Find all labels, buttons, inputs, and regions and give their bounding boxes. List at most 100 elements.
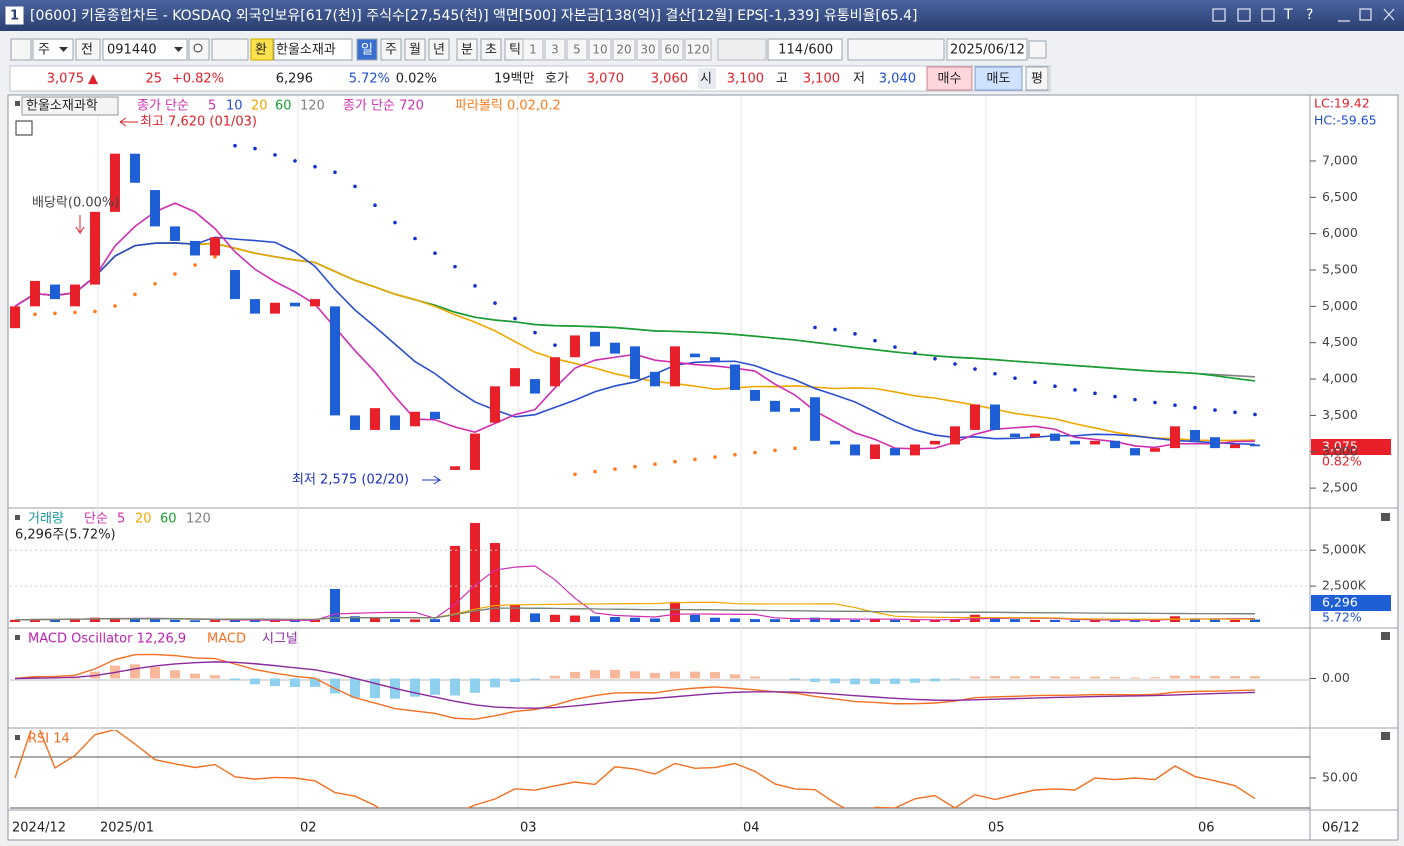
macd-osc [590, 670, 600, 678]
volume-bar [450, 546, 460, 622]
psar-dot [333, 170, 337, 174]
candle [410, 412, 420, 427]
macd-osc [150, 667, 160, 679]
ma-legend: 60 [275, 99, 292, 114]
volume-bar [610, 617, 620, 622]
unit-label: 일 [361, 43, 373, 58]
menu-btn[interactable] [11, 39, 31, 60]
psar-dot [893, 345, 897, 349]
sound-btn[interactable] [212, 39, 248, 60]
macd-osc [950, 679, 960, 680]
unit-label: 주 [385, 43, 397, 58]
help-btn[interactable]: ? [1306, 7, 1313, 23]
volume-bar [710, 618, 720, 622]
candle [390, 415, 400, 430]
calendar-btn[interactable] [1029, 41, 1046, 58]
lc: LC:19.42 [1314, 96, 1370, 111]
minute-label: 120 [687, 43, 710, 57]
low-annotation: 최저 2,575 (02/20) [292, 473, 409, 488]
macd-osc [1130, 677, 1140, 678]
volume-pct: 5.72% [349, 72, 390, 87]
date: 2025/06/12 [950, 43, 1025, 58]
psar-dot [173, 272, 177, 276]
macd-osc [990, 676, 1000, 678]
candle [630, 346, 640, 379]
psar-dot [253, 147, 257, 151]
psar-dot [1013, 376, 1017, 380]
y-tick-label: 3,500 [1322, 407, 1358, 422]
psar-dot [1193, 406, 1197, 410]
macd-osc [910, 679, 920, 683]
macd-osc [830, 679, 840, 684]
font-btn[interactable]: T [1283, 7, 1293, 23]
ma-extra: 종가 단순 720 [343, 99, 424, 114]
psar-dot [1233, 411, 1237, 415]
macd-osc [850, 679, 860, 685]
macd-osc [1150, 677, 1160, 678]
candle [890, 448, 900, 455]
psar-dot [233, 144, 237, 148]
psar-dot [1213, 408, 1217, 412]
macd-osc [190, 674, 200, 679]
unit-label: 월 [409, 43, 421, 58]
amount: 19백만 [494, 72, 535, 87]
candle [170, 226, 180, 241]
open-label: 시 [700, 72, 712, 87]
candle [930, 441, 940, 445]
psar-dot [993, 372, 997, 376]
macd-osc [1050, 676, 1060, 678]
y-tick-label: 4,000 [1322, 371, 1358, 386]
candle [590, 332, 600, 347]
macd-osc [1170, 676, 1180, 679]
search-btn[interactable] [189, 39, 209, 60]
ma-legend: 5 [117, 512, 125, 527]
psar-dot [613, 467, 617, 471]
psar-dot [353, 185, 357, 189]
psar-dot [1093, 392, 1097, 396]
macd-osc [250, 679, 260, 685]
tool-icons[interactable] [848, 39, 944, 60]
y-tick-label: 4,500 [1322, 334, 1358, 349]
psar-dot [633, 465, 637, 469]
macd-osc [870, 679, 880, 684]
candle [1070, 441, 1080, 445]
macd-osc [1190, 676, 1200, 679]
candle [130, 154, 140, 183]
minute-label: 10 [592, 43, 607, 57]
minute-label: 1 [529, 43, 537, 57]
macd-osc [970, 676, 980, 678]
candle [870, 444, 880, 459]
candle [1250, 444, 1260, 446]
psar-dot [973, 367, 977, 371]
ma-legend: 5 [208, 99, 216, 114]
macd-osc [810, 679, 820, 682]
volume-bar [1250, 620, 1260, 622]
candle [350, 415, 360, 430]
candle [1010, 434, 1020, 438]
combo[interactable] [718, 39, 766, 60]
candle [210, 237, 220, 255]
volume: 6,296 [276, 72, 313, 87]
psar-dot [193, 263, 197, 267]
psar-dot [433, 251, 437, 255]
open: 3,100 [727, 72, 764, 87]
unit-label: 틱 [509, 43, 521, 58]
psar-dot [953, 362, 957, 366]
x-label: 2025/01 [100, 821, 154, 836]
last-volume: 6,296 [1322, 595, 1358, 610]
y-tick-label: 0.00 [1322, 670, 1350, 685]
volume-bar [150, 619, 160, 622]
volume-bar [370, 618, 380, 622]
fx: 환 [255, 43, 267, 58]
x-label: 04 [743, 821, 760, 836]
candle [1190, 430, 1200, 441]
minute-label: 60 [664, 43, 679, 57]
psar-dot [473, 284, 477, 288]
stock-name: 한울소재과 [276, 43, 336, 58]
candle [1150, 448, 1160, 452]
volume-bar [390, 619, 400, 622]
candle [850, 444, 860, 455]
volume-bar [690, 615, 700, 622]
last-volume-pct: 5.72% [1322, 610, 1362, 625]
volume-bar [550, 615, 560, 622]
